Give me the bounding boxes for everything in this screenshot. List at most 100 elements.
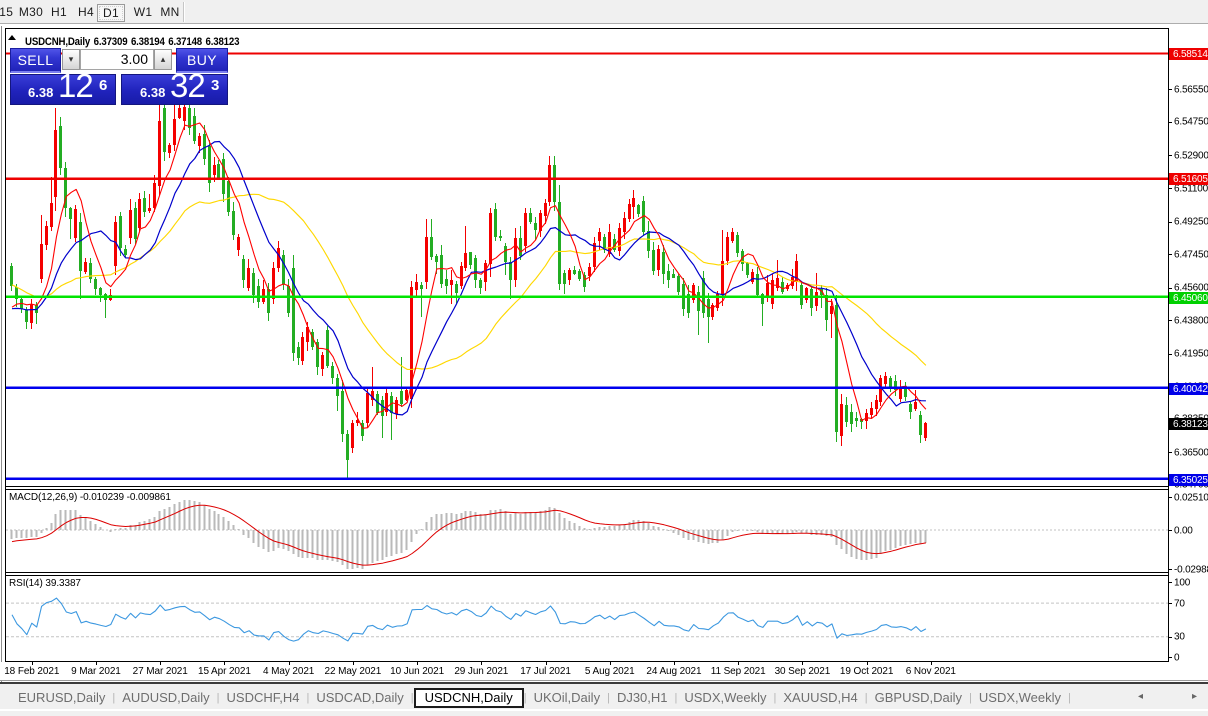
- timeframe-button-mn[interactable]: MN: [160, 5, 180, 19]
- candle: [578, 269, 581, 281]
- price-badge-label: 6.40042: [1173, 383, 1208, 395]
- candle: [662, 245, 665, 284]
- tab-separator: |: [969, 692, 972, 704]
- candle-body: [129, 210, 132, 238]
- timeframe-button-d1[interactable]: D1: [97, 4, 125, 22]
- chart-tab-gbpusd-daily[interactable]: GBPUSD,Daily: [874, 690, 963, 705]
- candle-body: [509, 262, 512, 280]
- timeframe-button-h4[interactable]: H4: [78, 5, 94, 19]
- candle: [346, 430, 349, 479]
- timeframe-button-h1[interactable]: H1: [51, 5, 67, 19]
- candle: [637, 204, 640, 217]
- tab-scroll-left-icon[interactable]: ◂: [1138, 691, 1144, 702]
- chart-tab-xauusd-h4[interactable]: XAUUSD,H4: [783, 690, 858, 705]
- candle-body: [351, 423, 354, 448]
- time-tick-label: 11 Sep 2021: [710, 666, 766, 677]
- candle-body: [252, 273, 255, 295]
- chart-tab-ukoil-daily[interactable]: UKOil,Daily: [533, 690, 601, 705]
- candle-body: [544, 203, 547, 216]
- timeframe-button-m15[interactable]: M15: [0, 5, 14, 19]
- chart-tab-usdx-weekly[interactable]: USDX,Weekly: [684, 690, 767, 705]
- chart-tab-eurusd-daily[interactable]: EURUSD,Daily: [18, 690, 106, 705]
- time-tick-label: 6 Nov 2021: [905, 666, 956, 677]
- collapse-panel-icon[interactable]: ▲: [8, 35, 16, 40]
- candle: [835, 295, 838, 442]
- time-tick: [352, 662, 354, 665]
- macd-tick-label: 0.00: [1174, 525, 1193, 536]
- candle-body: [731, 232, 734, 241]
- candle: [613, 234, 616, 252]
- ask-price-display[interactable]: 6.38 32 3: [121, 67, 228, 105]
- candle: [716, 291, 719, 311]
- chart-tab-dj30-h1[interactable]: DJ30,H1: [616, 690, 668, 705]
- volume-increase-button[interactable]: ▴: [154, 49, 172, 70]
- candle: [751, 269, 754, 284]
- time-tick-label: 29 Jun 2021: [454, 666, 509, 677]
- macd-pane[interactable]: [6, 490, 1168, 571]
- candle-body: [484, 263, 487, 282]
- sell-button[interactable]: SELL: [10, 48, 61, 73]
- candle: [504, 243, 507, 275]
- candle: [114, 216, 117, 275]
- candle-body: [637, 205, 640, 214]
- buy-button[interactable]: BUY: [176, 48, 228, 73]
- candle: [124, 245, 127, 258]
- price-badge: 6.35025: [1169, 473, 1208, 486]
- candle: [746, 262, 749, 278]
- bid-price-big: 12: [58, 67, 94, 104]
- candle: [30, 299, 33, 329]
- price-tick-label-tick: [1168, 452, 1172, 454]
- candle: [588, 263, 591, 281]
- candle: [50, 177, 53, 231]
- candle: [721, 230, 724, 306]
- tab-separator: |: [216, 692, 220, 704]
- candle: [558, 185, 561, 290]
- candle: [45, 221, 48, 250]
- tab-separator: |: [864, 692, 868, 704]
- candle: [445, 270, 448, 294]
- candle-body: [435, 256, 438, 262]
- timeframe-button-w1[interactable]: W1: [133, 5, 153, 19]
- time-axis[interactable]: 18 Feb 2021 9 Mar 2021 27 Mar 2021 15 Apr 2…: [0, 662, 1208, 680]
- candle-body: [89, 263, 92, 279]
- candle-body: [845, 405, 848, 422]
- tab-separator: |: [306, 692, 310, 704]
- chart-tab-audusd-daily[interactable]: AUDUSD,Daily: [122, 690, 210, 705]
- price-tick-label-tick: [1168, 320, 1172, 322]
- rsi-pane[interactable]: [6, 576, 1168, 661]
- candle-body: [64, 168, 67, 208]
- time-tick-label: 5 Aug 2021: [584, 666, 635, 677]
- chart-tab-usdx-weekly[interactable]: USDX,Weekly: [978, 690, 1062, 705]
- rsi-tick-label-tick: [1168, 582, 1172, 583]
- time-tick: [930, 662, 932, 665]
- timeframe-button-m30[interactable]: M30: [18, 5, 44, 19]
- candle: [257, 279, 260, 308]
- candle-body: [395, 400, 398, 414]
- candle: [677, 274, 680, 295]
- time-tick-label: 17 Jul 2021: [520, 666, 571, 677]
- candle-body: [306, 327, 309, 342]
- chart-tab-usdcad-daily[interactable]: USDCAD,Daily: [316, 690, 404, 705]
- price-axis[interactable]: 6.585006.565506.547506.529006.511006.492…: [1168, 26, 1208, 666]
- candle: [469, 252, 472, 269]
- volume-decrease-button[interactable]: ▾: [62, 49, 80, 70]
- candle-body: [222, 159, 225, 194]
- candle: [791, 269, 794, 289]
- time-tick-label: 30 Sep 2021: [774, 666, 831, 677]
- chart-tab-usdcnh-daily[interactable]: USDCNH,Daily: [413, 688, 524, 708]
- volume-input[interactable]: 3.00: [80, 49, 154, 70]
- tab-scroll-right-icon[interactable]: ▸: [1192, 691, 1198, 702]
- rsi-tick-label-tick: [1168, 657, 1172, 658]
- candle-body: [173, 119, 176, 145]
- bid-price-display[interactable]: 6.38 12 6: [10, 67, 116, 105]
- candle: [69, 207, 72, 239]
- chart-tab-usdchf-h4[interactable]: USDCHF,H4: [226, 690, 300, 705]
- price-tick-label-tick: [1168, 254, 1172, 256]
- one-click-trading-panel: SELL ▾ 3.00 ▴ BUY 6.38 12 6 6.38 32 3: [10, 48, 228, 105]
- candle-body: [879, 378, 882, 402]
- candle-body: [603, 237, 606, 250]
- candle-body: [84, 262, 87, 272]
- rsi-pane-bottom-border: [5, 661, 1169, 662]
- candle-body: [420, 285, 423, 289]
- price-tick-label-tick: [1168, 121, 1172, 123]
